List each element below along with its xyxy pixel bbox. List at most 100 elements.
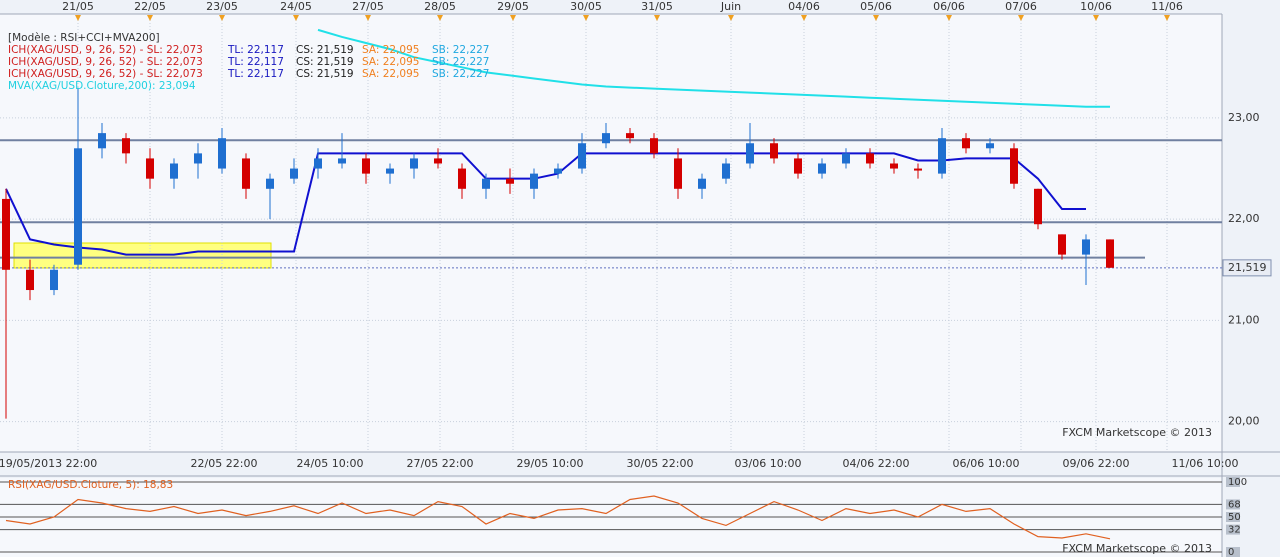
marker — [510, 15, 516, 21]
x-bottom-label: 27/05 22:00 — [407, 457, 474, 470]
candle-body — [578, 143, 586, 169]
x-top-label: Juin — [720, 0, 741, 13]
candle-body — [1034, 188, 1042, 225]
candle-body — [458, 168, 466, 189]
legend-entry: ICH(XAG/USD, 9, 26, 52) - SL: 22,073 — [8, 44, 203, 56]
y-tick-label: 22,00 — [1228, 212, 1260, 225]
x-bottom-label: 19/05/2013 22:00 — [0, 457, 97, 470]
legend-entry: CS: 21,519 — [296, 68, 354, 80]
candle-body — [722, 163, 730, 179]
candle-body — [962, 138, 970, 149]
rsi-title: RSI(XAG/USD.Cloture, 5): 18,83 — [8, 479, 173, 491]
legend-entry: TL: 22,117 — [227, 44, 284, 56]
candle-body — [1106, 239, 1114, 268]
candle-body — [530, 173, 538, 189]
candle-body — [602, 133, 610, 144]
x-bottom-label: 09/06 22:00 — [1063, 457, 1130, 470]
x-top-label: 29/05 — [497, 0, 529, 13]
y-tick-label: 68 — [1228, 499, 1241, 510]
candle-body — [842, 153, 850, 164]
y-tick-label: 50 — [1228, 512, 1241, 523]
y-tick-label: 21,00 — [1228, 313, 1260, 326]
tick-box — [1226, 512, 1240, 522]
tick-box — [1226, 547, 1240, 557]
candle-body — [1058, 234, 1066, 255]
marker — [946, 15, 952, 21]
candle-body — [218, 138, 226, 169]
candle-body — [938, 138, 946, 174]
candle-body — [746, 143, 754, 164]
legend-entry: SB: 22,227 — [432, 44, 489, 56]
y-tick-label: 0 — [1228, 547, 1234, 557]
legend-entry: ICH(XAG/USD, 9, 26, 52) - SL: 22,073 — [8, 56, 203, 68]
candle-body — [314, 158, 322, 169]
marker — [293, 15, 299, 21]
x-bottom-label: 11/06 10:00 — [1172, 457, 1239, 470]
legend-entry: SB: 22,227 — [432, 68, 489, 80]
marker — [147, 15, 153, 21]
candle-body — [266, 178, 274, 189]
candle-body — [770, 143, 778, 159]
candle-body — [362, 158, 370, 174]
x-top-label: 27/05 — [352, 0, 384, 13]
model-title: [Modèle : RSI+CCI+MVA200] — [8, 32, 160, 44]
y-tick-label: 32 — [1228, 525, 1241, 536]
candle-body — [794, 158, 802, 174]
candle-body — [890, 163, 898, 169]
x-top-label: 24/05 — [280, 0, 312, 13]
marker — [1018, 15, 1024, 21]
watermark: FXCM Marketscope © 2013 — [1062, 426, 1212, 439]
x-bottom-label: 24/05 10:00 — [297, 457, 364, 470]
candle-body — [410, 158, 418, 169]
candle-body — [650, 138, 658, 154]
x-top-label: 30/05 — [570, 0, 602, 13]
candle-body — [626, 133, 634, 139]
x-bottom-label: 06/06 10:00 — [953, 457, 1020, 470]
marker — [654, 15, 660, 21]
candle-body — [2, 198, 10, 270]
marker — [437, 15, 443, 21]
candle-body — [98, 133, 106, 149]
candle-body — [26, 269, 34, 291]
x-top-label: 22/05 — [134, 0, 166, 13]
x-top-label: 31/05 — [641, 0, 673, 13]
marker — [873, 15, 879, 21]
legend-entry: TL: 22,117 — [227, 56, 284, 68]
candle-body — [866, 153, 874, 164]
candle-body — [1010, 148, 1018, 184]
candle-body — [386, 168, 394, 174]
legend-entry: SA: 22,095 — [362, 68, 419, 80]
tick-box — [1226, 524, 1240, 535]
x-bottom-label: 03/06 10:00 — [735, 457, 802, 470]
candle-body — [914, 168, 922, 171]
candle-body — [170, 163, 178, 179]
candle-body — [74, 148, 82, 265]
x-top-label: 07/06 — [1005, 0, 1037, 13]
marker — [801, 15, 807, 21]
legend-entry: SA: 22,095 — [362, 56, 419, 68]
y-tick-label: 23,00 — [1228, 111, 1260, 124]
x-bottom-label: 22/05 22:00 — [191, 457, 258, 470]
legend-entry: ICH(XAG/USD, 9, 26, 52) - SL: 22,073 — [8, 68, 203, 80]
candle-body — [554, 168, 562, 174]
candle-body — [434, 158, 442, 164]
x-top-label: 11/06 — [1151, 0, 1183, 13]
legend-entry: TL: 22,117 — [227, 68, 284, 80]
candle-body — [146, 158, 154, 179]
y-tick-label: 100 — [1228, 477, 1247, 488]
indicator-line — [5, 152, 1086, 256]
marker — [728, 15, 734, 21]
legend-entry: SA: 22,095 — [362, 44, 419, 56]
candle-body — [674, 158, 682, 189]
candle-body — [338, 158, 346, 164]
candle-body — [1082, 239, 1090, 255]
rsi-line — [5, 495, 1111, 540]
candle-body — [290, 168, 298, 179]
x-bottom-label: 30/05 22:00 — [627, 457, 694, 470]
candle-body — [698, 178, 706, 189]
candle-body — [122, 138, 130, 154]
x-top-label: 23/05 — [206, 0, 238, 13]
mva-label: MVA(XAG/USD.Cloture,200): 23,094 — [8, 80, 196, 92]
last-price-box — [1222, 259, 1272, 277]
